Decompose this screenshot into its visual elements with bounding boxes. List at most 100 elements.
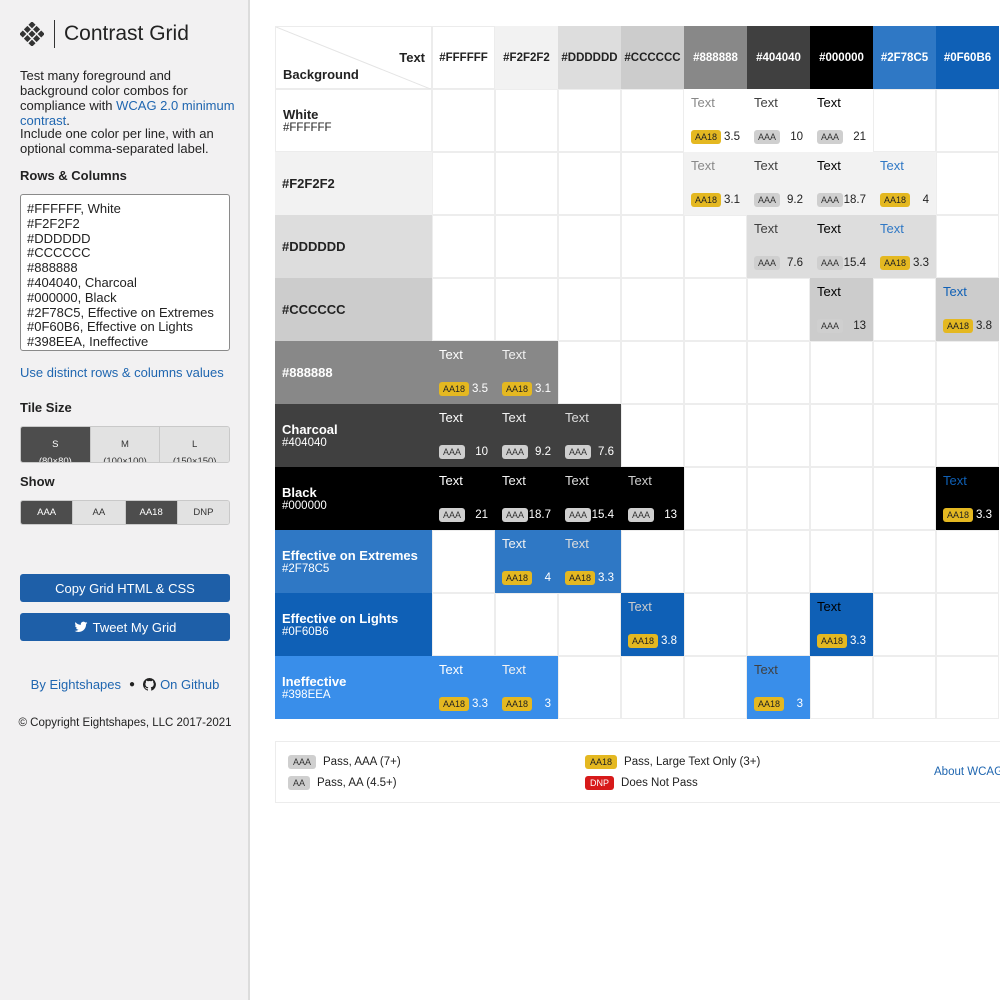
corner-text-label: Text xyxy=(399,50,425,65)
empty-tile xyxy=(558,89,621,152)
empty-tile xyxy=(747,278,810,341)
empty-tile xyxy=(747,593,810,656)
twitter-icon xyxy=(74,621,88,633)
tile-contrast-ratio: 3.5 xyxy=(724,131,740,143)
tile-rating-badge: AAA xyxy=(502,445,529,459)
corner-diagonal xyxy=(276,27,433,90)
github-link[interactable]: On Github xyxy=(160,677,220,692)
show-filter-selector: AAA AA AA18 DNP xyxy=(20,500,230,525)
legend-aa: AA Pass, AA (4.5+) xyxy=(288,776,397,790)
tile-rating-badge: AA18 xyxy=(502,571,533,585)
tile-sample-text: Text xyxy=(502,662,526,677)
tile-rating-badge: AA18 xyxy=(943,319,974,333)
rows-columns-label: Rows & Columns xyxy=(20,168,127,183)
column-header: #888888 xyxy=(684,26,747,89)
tile-rating-badge: AA18 xyxy=(502,697,533,711)
contrast-tile: Text AA18 3 xyxy=(747,656,810,719)
contrast-tile: Text AAA 7.6 xyxy=(747,215,810,278)
tile-contrast-ratio: 3 xyxy=(796,698,803,710)
intro-after: . xyxy=(66,113,70,128)
show-option-dnp[interactable]: DNP xyxy=(177,501,229,524)
tile-contrast-ratio: 4 xyxy=(922,194,929,206)
contrast-tile: Text AA18 4 xyxy=(495,530,558,593)
footer-dot-separator: ● xyxy=(129,679,136,690)
wcag-link[interactable]: WCAG 2.0 minimum contrast xyxy=(20,98,235,128)
tile-sample-text: Text xyxy=(754,158,778,173)
show-option-aa18[interactable]: AA18 xyxy=(125,501,178,524)
rows-columns-input[interactable] xyxy=(20,194,230,351)
tweet-label: Tweet My Grid xyxy=(92,619,177,635)
tile-size-option-m[interactable]: M (100×100) xyxy=(90,427,161,462)
row-header: #888888 xyxy=(275,341,432,404)
row-header: #DDDDDD xyxy=(275,215,432,278)
tile-rating-badge: AAA xyxy=(754,256,781,270)
legend: AAA Pass, AAA (7+) AA Pass, AA (4.5+) AA18… xyxy=(275,741,1000,803)
show-label: Show xyxy=(20,474,55,489)
eightshapes-link[interactable]: By Eightshapes xyxy=(30,677,122,692)
empty-tile xyxy=(432,530,495,593)
contrast-tile: Text AA18 3.1 xyxy=(684,152,747,215)
contrast-tile: Text AAA 21 xyxy=(810,89,873,152)
tile-size-dimensions: (150×150) xyxy=(172,456,217,463)
tile-rating-badge: AAA xyxy=(565,445,592,459)
row-header-hex: #398EEA xyxy=(282,689,331,701)
tile-size-selector: S (80×80) M (100×100) L (150×150) xyxy=(20,426,230,463)
contrast-tile: Text AA18 3.3 xyxy=(873,215,936,278)
tile-rating-badge: AA18 xyxy=(754,697,785,711)
empty-tile xyxy=(810,467,873,530)
show-option-aaa[interactable]: AAA xyxy=(21,501,74,524)
tile-sample-text: Text xyxy=(817,221,841,236)
tile-size-option-l[interactable]: L (150×150) xyxy=(160,427,229,462)
tile-rating-badge: AAA xyxy=(754,193,781,207)
tile-contrast-ratio: 3.1 xyxy=(535,383,551,395)
empty-tile xyxy=(873,593,936,656)
empty-tile xyxy=(684,341,747,404)
tile-contrast-ratio: 4 xyxy=(544,572,551,584)
show-option-aa[interactable]: AA xyxy=(73,501,126,524)
contrast-tile: Text AAA 10 xyxy=(747,89,810,152)
tile-contrast-ratio: 3.8 xyxy=(976,320,992,332)
legend-dnp: DNP Does Not Pass xyxy=(585,776,698,790)
empty-tile xyxy=(558,593,621,656)
eightshapes-logo-icon xyxy=(20,22,44,46)
tile-sample-text: Text xyxy=(502,536,526,551)
contrast-tile: Text AAA 13 xyxy=(621,467,684,530)
aa-badge: AA xyxy=(288,776,311,790)
row-header: Effective on Extremes #2F78C5 xyxy=(275,530,432,593)
row-header-hex: #2F78C5 xyxy=(282,563,330,575)
brand: Contrast Grid xyxy=(20,19,189,49)
contrast-tile: Text AA18 3.8 xyxy=(936,278,999,341)
contrast-tile: Text AAA 10 xyxy=(432,404,495,467)
row-header: Black #000000 xyxy=(275,467,432,530)
tile-sample-text: Text xyxy=(943,473,967,488)
tile-size-option-s[interactable]: S (80×80) xyxy=(21,427,91,462)
empty-tile xyxy=(747,467,810,530)
tile-contrast-ratio: 3.8 xyxy=(661,635,677,647)
row-header-name: #CCCCCC xyxy=(282,302,346,317)
copyright: © Copyright Eightshapes, LLC 2017-2021 xyxy=(18,717,232,729)
copy-grid-button[interactable]: Copy Grid HTML & CSS xyxy=(20,574,230,602)
tile-contrast-ratio: 3.1 xyxy=(724,194,740,206)
contrast-tile: Text AA18 3.8 xyxy=(621,593,684,656)
tile-sample-text: Text xyxy=(439,347,463,362)
empty-tile xyxy=(936,404,999,467)
tile-sample-text: Text xyxy=(691,158,715,173)
intro-before: Test many foreground and background colo… xyxy=(20,68,188,113)
tile-size-name: S xyxy=(52,439,59,450)
empty-tile xyxy=(432,89,495,152)
about-wcag-link[interactable]: About WCAG xyxy=(934,766,1000,778)
tile-rating-badge: AAA xyxy=(439,508,466,522)
tile-sample-text: Text xyxy=(439,473,463,488)
contrast-tile: Text AAA 15.4 xyxy=(810,215,873,278)
row-header-name: #888888 xyxy=(282,365,333,380)
distinct-values-link[interactable]: Use distinct rows & columns values xyxy=(20,365,224,380)
tweet-button[interactable]: Tweet My Grid xyxy=(20,613,230,641)
empty-tile xyxy=(873,467,936,530)
empty-tile xyxy=(558,152,621,215)
row-header-hex: #000000 xyxy=(282,500,327,512)
tile-rating-badge: AAA xyxy=(817,130,844,144)
tile-rating-badge: AAA xyxy=(817,256,844,270)
row-header-hex: #0F60B6 xyxy=(282,626,329,638)
legend-aa-text: Pass, AA (4.5+) xyxy=(317,777,397,789)
tile-rating-badge: AA18 xyxy=(439,697,470,711)
